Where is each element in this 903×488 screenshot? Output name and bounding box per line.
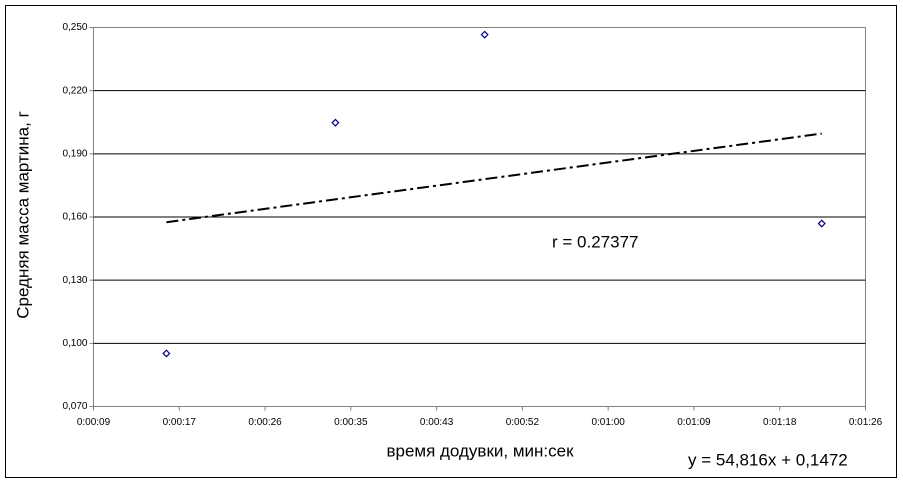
x-tick-label: 0:00:09 bbox=[77, 417, 111, 428]
point bbox=[480, 30, 489, 39]
x-tick-label: 0:01:18 bbox=[763, 417, 797, 428]
annotation: r = 0.27377 bbox=[552, 232, 639, 251]
x-tick-label: 0:00:52 bbox=[506, 417, 540, 428]
point bbox=[331, 118, 340, 127]
x-tick-label: 0:01:00 bbox=[591, 417, 625, 428]
y-axis-label: Средняя масса мартина, г bbox=[13, 111, 32, 319]
point bbox=[162, 349, 171, 358]
x-tick-label: 0:00:43 bbox=[420, 417, 454, 428]
x-axis-label: время додувки, мин:сек bbox=[386, 441, 574, 460]
point bbox=[817, 219, 826, 228]
y-tick-label: 0,100 bbox=[62, 338, 87, 349]
chart-border bbox=[5, 5, 897, 478]
x-tick-label: 0:01:26 bbox=[849, 417, 883, 428]
x-tick-label: 0:00:35 bbox=[334, 417, 368, 428]
equation: y = 54,816x + 0,1472 bbox=[688, 450, 848, 469]
x-tick-label: 0:00:26 bbox=[248, 417, 282, 428]
y-tick-label: 0,220 bbox=[62, 85, 87, 96]
x-tick-label: 0:00:17 bbox=[163, 417, 197, 428]
x-tick-label: 0:01:09 bbox=[677, 417, 711, 428]
y-tick-label: 0,190 bbox=[62, 148, 87, 159]
y-tick-label: 0,160 bbox=[62, 212, 87, 223]
y-tick-label: 0,250 bbox=[62, 22, 87, 33]
trendline bbox=[166, 132, 822, 224]
y-tick-label: 0,070 bbox=[62, 401, 87, 412]
y-tick-label: 0,130 bbox=[62, 275, 87, 286]
